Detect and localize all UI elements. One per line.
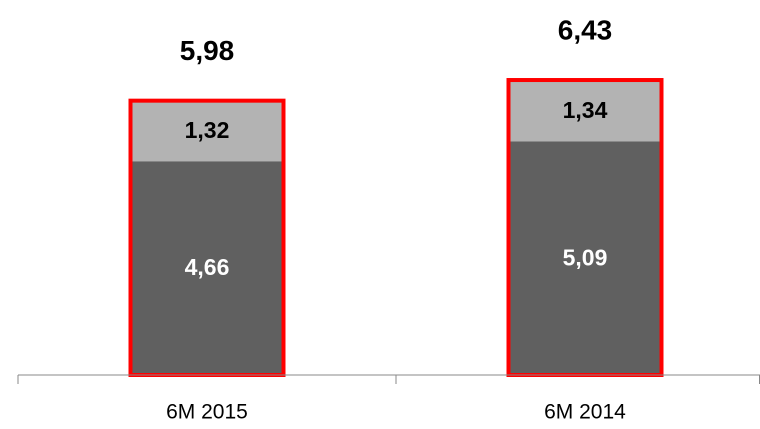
x-tick-label: 6M 2014 [544,401,626,424]
value-label: 1,34 [563,97,608,123]
bar-segment [130,161,284,375]
value-label: 1,32 [185,117,230,143]
value-label: 5,09 [563,244,608,270]
total-label: 6,43 [558,14,613,45]
bar-segment [508,80,662,142]
bar-segment [130,100,284,162]
value-label: 4,66 [185,254,230,280]
bar-segment [508,141,662,375]
x-tick-label: 6M 2015 [166,401,248,424]
total-label: 5,98 [180,35,235,66]
